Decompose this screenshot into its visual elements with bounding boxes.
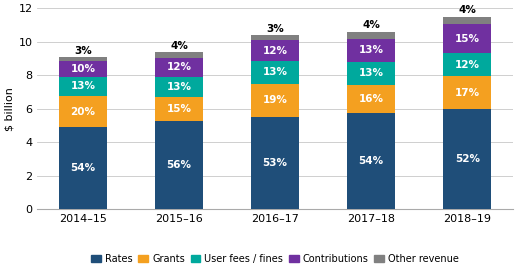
Bar (251, 40, 299, 61)
Text: 3%: 3% (74, 46, 92, 55)
Bar (251, 61, 299, 84)
Bar (443, 53, 491, 76)
Legend: Rates, Grants, User fees / fines, Contributions, Other revenue: Rates, Grants, User fees / fines, Contri… (87, 250, 463, 268)
Text: 17%: 17% (454, 88, 480, 98)
Text: 16%: 16% (359, 94, 384, 104)
Bar (59, 57, 107, 61)
Bar (251, 35, 299, 40)
Bar (251, 84, 299, 117)
Text: 4%: 4% (362, 20, 380, 31)
Bar (155, 52, 203, 58)
Text: 12%: 12% (263, 46, 287, 56)
Text: 13%: 13% (359, 45, 384, 55)
Text: 13%: 13% (70, 81, 96, 91)
Text: 15%: 15% (166, 104, 191, 114)
Bar (347, 32, 395, 39)
Bar (347, 85, 395, 113)
Text: 3%: 3% (266, 24, 284, 34)
Text: 13%: 13% (359, 68, 384, 78)
Bar (155, 121, 203, 209)
Bar (155, 58, 203, 77)
Bar (443, 109, 491, 209)
Bar (59, 127, 107, 209)
Bar (347, 62, 395, 85)
Bar (347, 39, 395, 62)
Text: 52%: 52% (455, 154, 480, 164)
Text: 53%: 53% (263, 158, 287, 168)
Bar (155, 97, 203, 121)
Text: 54%: 54% (359, 156, 384, 166)
Bar (443, 24, 491, 53)
Text: 15%: 15% (455, 34, 480, 44)
Text: 4%: 4% (458, 5, 476, 15)
Bar (443, 76, 491, 109)
Text: 12%: 12% (166, 62, 191, 72)
Text: 20%: 20% (70, 107, 96, 117)
Bar (347, 113, 395, 209)
Text: 4%: 4% (170, 40, 188, 50)
Y-axis label: $ billion: $ billion (4, 87, 14, 131)
Text: 13%: 13% (166, 82, 191, 92)
Text: 13%: 13% (263, 67, 287, 77)
Bar (59, 61, 107, 76)
Bar (59, 76, 107, 96)
Bar (251, 117, 299, 209)
Text: 19%: 19% (263, 95, 287, 105)
Text: 10%: 10% (70, 64, 96, 74)
Text: 54%: 54% (70, 163, 96, 173)
Bar (59, 96, 107, 127)
Text: 12%: 12% (455, 60, 480, 70)
Bar (155, 77, 203, 97)
Bar (443, 17, 491, 24)
Text: 56%: 56% (166, 160, 191, 170)
